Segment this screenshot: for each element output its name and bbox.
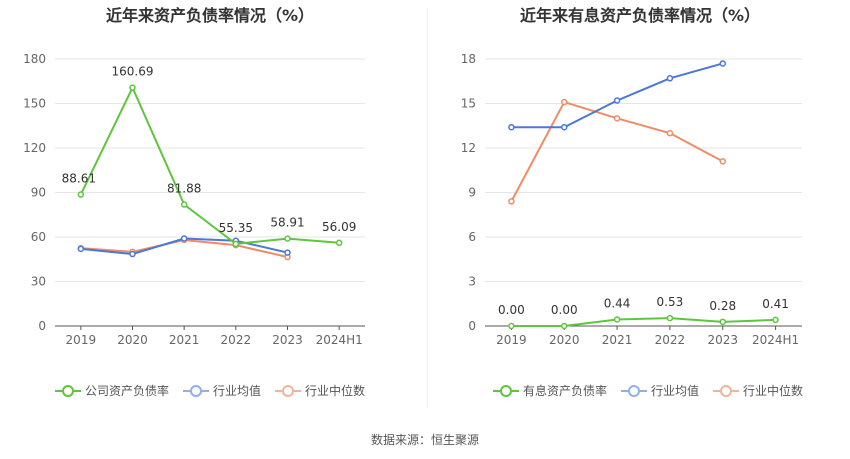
x-tick-label: 2019 (496, 333, 527, 347)
data-point-1 (562, 125, 567, 130)
data-label: 0.44 (604, 296, 631, 310)
data-point-0 (337, 240, 342, 245)
data-point-2 (667, 131, 672, 136)
legend-label: 行业中位数 (305, 382, 365, 399)
data-point-0 (233, 241, 238, 246)
data-point-0 (615, 317, 620, 322)
data-point-1 (78, 246, 83, 251)
data-label: 88.61 (62, 172, 96, 186)
legend-label: 公司资产负债率 (85, 382, 169, 399)
y-tick-label: 9 (468, 186, 476, 200)
y-tick-label: 12 (461, 141, 476, 155)
y-tick-label: 180 (23, 52, 46, 66)
chart-panel-0: 0 30 60 90 120 150 180 2019 2020 2021 2022 2023 2024… (23, 52, 365, 347)
data-point-1 (182, 236, 187, 241)
data-point-1 (667, 76, 672, 81)
data-point-1 (615, 98, 620, 103)
x-tick-label: 2023 (707, 333, 738, 347)
y-tick-label: 60 (31, 230, 46, 244)
y-tick-label: 90 (31, 186, 46, 200)
y-tick-label: 0 (468, 319, 476, 333)
data-label: 0.00 (498, 303, 525, 317)
legend-label: 行业均值 (651, 382, 699, 399)
legend-item-interest-bearing[interactable]: 有息资产负债率 (493, 382, 607, 399)
x-tick-label: 2023 (272, 333, 303, 347)
data-point-2 (615, 116, 620, 121)
y-tick-label: 15 (461, 97, 476, 111)
data-point-0 (130, 85, 135, 90)
y-tick-label: 0 (38, 319, 46, 333)
y-tick-label: 120 (23, 141, 46, 155)
data-source-label: 数据来源：恒生聚源 (0, 431, 850, 448)
legend-label: 行业均值 (213, 382, 261, 399)
data-point-0 (562, 324, 567, 329)
data-point-0 (773, 317, 778, 322)
y-tick-label: 6 (468, 230, 476, 244)
legend-right: 有息资产负债率 行业均值 行业中位数 (493, 382, 803, 399)
x-tick-label: 2019 (66, 333, 97, 347)
legend-item-industry-median[interactable]: 行业中位数 (713, 382, 803, 399)
y-tick-label: 150 (23, 97, 46, 111)
y-tick-label: 30 (31, 275, 46, 289)
data-point-0 (78, 192, 83, 197)
legend-left: 公司资产负债率 行业均值 行业中位数 (55, 382, 365, 399)
x-tick-label: 2024H1 (752, 333, 799, 347)
legend-label: 行业中位数 (743, 382, 803, 399)
x-tick-label: 2020 (549, 333, 580, 347)
legend-swatch-green (493, 384, 519, 398)
legend-swatch-green (55, 384, 81, 398)
data-label: 0.41 (762, 297, 789, 311)
data-point-2 (509, 199, 514, 204)
data-label: 0.28 (709, 299, 736, 313)
data-point-1 (509, 125, 514, 130)
legend-swatch-orange (275, 384, 301, 398)
x-tick-label: 2021 (169, 333, 200, 347)
x-tick-label: 2021 (602, 333, 633, 347)
data-point-0 (182, 202, 187, 207)
data-label: 81.88 (167, 182, 201, 196)
data-point-2 (720, 159, 725, 164)
data-label: 58.91 (270, 216, 304, 230)
data-label: 0.53 (657, 295, 684, 309)
x-tick-label: 2024H1 (316, 333, 363, 347)
y-tick-label: 3 (468, 275, 476, 289)
legend-swatch-blue (621, 384, 647, 398)
data-point-1 (720, 61, 725, 66)
legend-item-industry-avg[interactable]: 行业均值 (621, 382, 699, 399)
x-tick-label: 2022 (655, 333, 686, 347)
data-point-0 (509, 324, 514, 329)
chart-panel-1: 0 3 6 9 12 15 18 2019 2020 2021 2022 2023 2024H1 0.00… (461, 52, 802, 347)
data-point-0 (720, 319, 725, 324)
data-point-2 (562, 100, 567, 105)
legend-item-industry-avg[interactable]: 行业均值 (183, 382, 261, 399)
y-tick-label: 18 (461, 52, 476, 66)
legend-item-industry-median[interactable]: 行业中位数 (275, 382, 365, 399)
legend-swatch-orange (713, 384, 739, 398)
data-label: 56.09 (322, 220, 356, 234)
legend-item-company[interactable]: 公司资产负债率 (55, 382, 169, 399)
data-label: 160.69 (112, 65, 154, 79)
data-point-0 (285, 236, 290, 241)
data-point-0 (667, 316, 672, 321)
series-line-0 (511, 318, 775, 326)
data-point-1 (130, 252, 135, 257)
data-label: 55.35 (219, 221, 253, 235)
legend-label: 有息资产负债率 (523, 382, 607, 399)
data-label: 0.00 (551, 303, 578, 317)
data-point-1 (285, 250, 290, 255)
x-tick-label: 2020 (117, 333, 148, 347)
x-tick-label: 2022 (221, 333, 252, 347)
legend-swatch-blue (183, 384, 209, 398)
